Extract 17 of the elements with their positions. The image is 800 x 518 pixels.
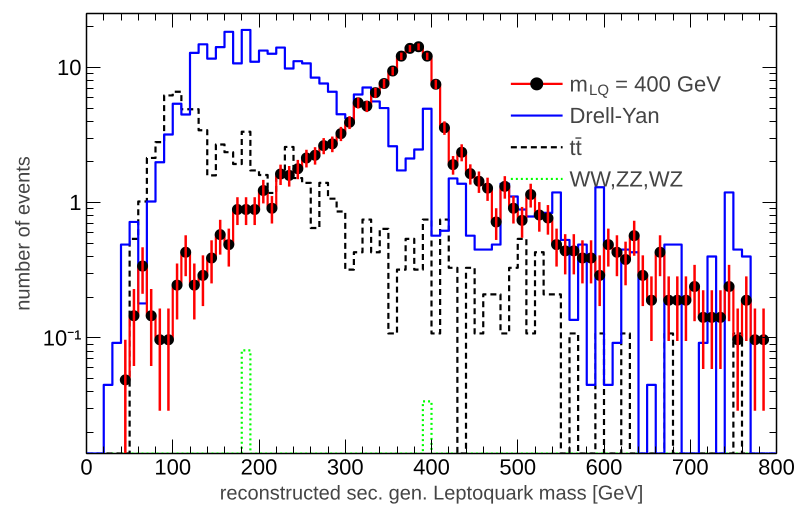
x-tick-label: 500 [499,454,536,480]
x-tick-label: 200 [240,454,278,480]
legend-label: Drell-Yan [570,103,660,128]
legend-label: tt̄ [570,134,582,160]
legend-label: WW,ZZ,WZ [570,166,684,192]
y-tick-label: 10⁻¹ [42,325,82,350]
x-tick-label: 100 [154,454,192,480]
x-axis-title: reconstructed sec. gen. Leptoquark mass [GeV] [220,482,644,504]
y-tick-label: 1 [69,190,82,216]
x-tick-label: 600 [586,454,622,480]
x-tick-label: 0 [80,454,93,480]
y-axis-title: number of events [12,156,35,311]
x-tick-label: 400 [413,454,450,480]
x-tick-label: 300 [326,454,364,480]
x-tick-label: 700 [672,454,709,480]
x-tick-label: 800 [758,454,795,480]
y-tick-label: 10 [57,54,82,80]
